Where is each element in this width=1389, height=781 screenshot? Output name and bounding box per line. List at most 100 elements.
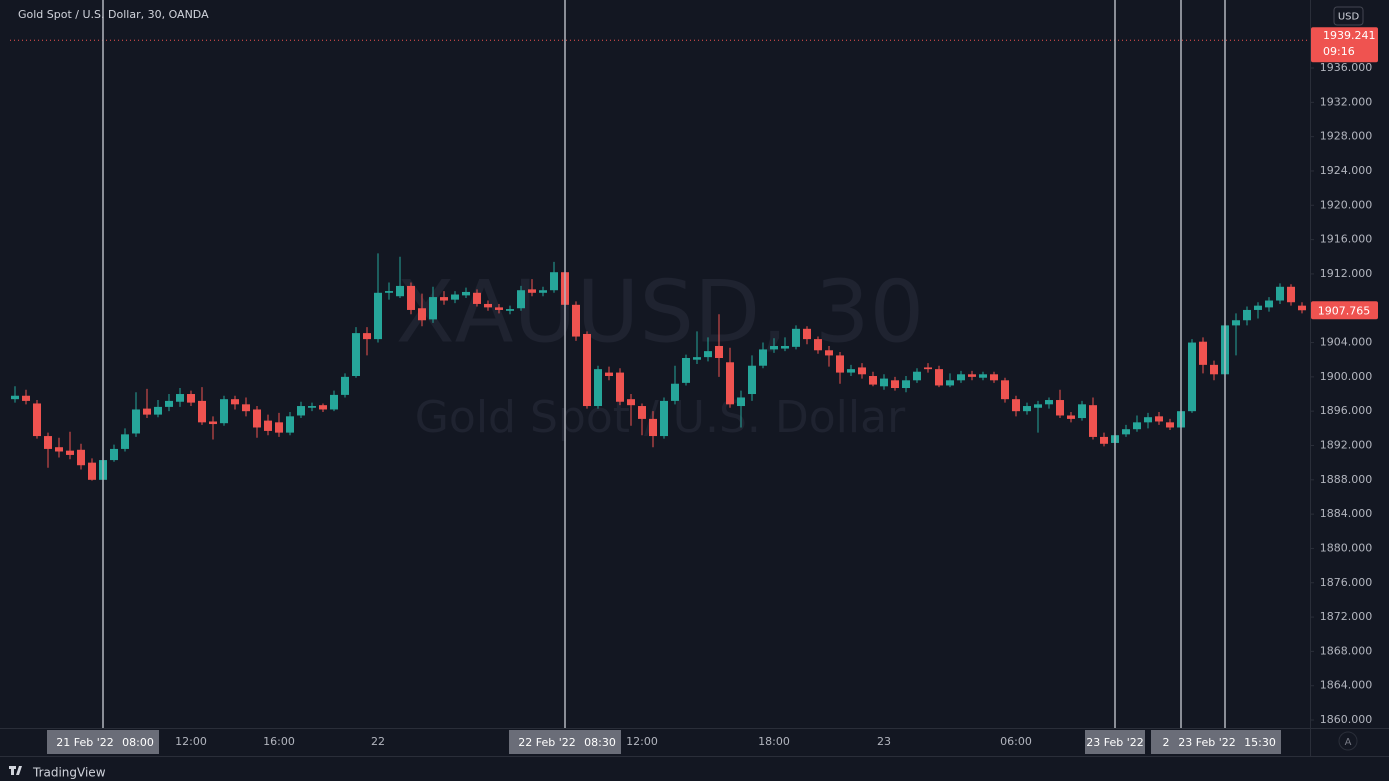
y-tick-label: 1872.000 [1320,610,1373,623]
candle-body [341,376,349,395]
y-tick-label: 1920.000 [1320,198,1373,211]
currency-box[interactable] [1333,6,1364,26]
candle-body [1056,400,1064,416]
candle-body [979,374,987,378]
y-tick-label: 1896.000 [1320,404,1373,417]
currency-label[interactable]: USD [1338,12,1360,23]
candle-body [968,374,976,377]
candle-body [792,328,800,347]
candle-body [462,291,470,296]
candle-body [209,421,217,425]
candle-body [473,292,481,304]
candle-body [550,272,558,291]
candle-body [770,345,778,350]
candle-body [649,418,657,437]
y-tick-label: 1864.000 [1320,679,1373,692]
candle-body [1089,405,1097,437]
marker-label-box [1085,730,1145,754]
candle-body [495,307,503,310]
marker-date: 23 Feb '22 [1178,736,1236,749]
alert-countdown: 09:16 [1323,45,1355,58]
x-tick-label: 23 [877,735,891,748]
candle-body [836,355,844,373]
candle-body [286,416,294,433]
candle-body [1100,436,1108,444]
candle-body [319,405,327,410]
marker-time: 08:30 [584,736,616,749]
logo [9,766,22,775]
candle-body [1199,341,1207,365]
candle-body [220,399,228,424]
candle-body [671,383,679,401]
alert-label-box [1311,27,1378,63]
y-tick-label: 1884.000 [1320,507,1373,520]
candle-body [22,395,30,401]
candle-body [1078,404,1086,419]
auto-scale-label[interactable]: A [1345,737,1352,748]
marker-label-box [509,730,621,754]
candle-body [1001,380,1009,400]
marker-date: 21 Feb '22 [56,736,114,749]
alert-price: 1939.241 [1323,29,1376,42]
candle-body [1067,415,1075,419]
y-tick-label: 1936.000 [1320,61,1373,74]
x-tick-label: 22 [371,735,385,748]
candle-body [847,369,855,373]
candle-body [748,365,756,395]
watermark: XAUUSD, 30 [396,262,925,362]
candle-body [572,304,580,337]
candle-body [418,308,426,321]
candle-body [44,436,52,449]
last-price-box [1311,301,1378,320]
y-tick-label: 1860.000 [1320,713,1373,726]
x-tick-label: 16:00 [263,735,295,748]
candle-body [451,294,459,300]
candle-body [429,297,437,320]
candle-body [11,395,19,400]
candle-body [253,409,261,428]
candle-body [1045,400,1053,405]
x-tick-label: 12:00 [175,735,207,748]
candle-body [264,420,272,431]
candle-body [198,400,206,423]
candle-body [957,374,965,381]
candle-body [308,406,316,408]
candle-body [77,449,85,466]
y-tick-label: 1932.000 [1320,95,1373,108]
candle-body [605,372,613,377]
candle-body [627,399,635,406]
candle-body [528,289,536,293]
candle-body [891,380,899,389]
y-tick-label: 1928.000 [1320,130,1373,143]
symbol-header: Gold Spot / U.S. Dollar, 30, OANDA [18,8,209,21]
candle-body [33,403,41,437]
candle-body [946,380,954,386]
candle-body [1023,406,1031,412]
candle-body [1265,300,1273,308]
candle-body [1144,417,1152,423]
candle-body [517,290,525,309]
candle-body [506,309,514,311]
candle-body [1276,286,1284,301]
candle-body [616,372,624,402]
candle-body [385,291,393,293]
candle-body [1243,309,1251,321]
footer-brand: TradingView [32,766,106,780]
candle-body [1287,286,1295,303]
marker-date: 22 Feb '22 [518,736,576,749]
y-tick-label: 1880.000 [1320,541,1373,554]
candle-body [660,400,668,437]
candle-body [484,303,492,308]
x-tick-label: 18:00 [758,735,790,748]
candle-body [1155,416,1163,422]
y-tick-label: 1868.000 [1320,644,1373,657]
candle-body [726,362,734,405]
candle-body [737,397,745,407]
candle-body [88,462,96,480]
candle-body [330,394,338,410]
auto-scale-button[interactable] [1338,731,1358,751]
y-tick-label: 1900.000 [1320,370,1373,383]
candle-body [759,349,767,366]
candle-body [275,422,283,433]
